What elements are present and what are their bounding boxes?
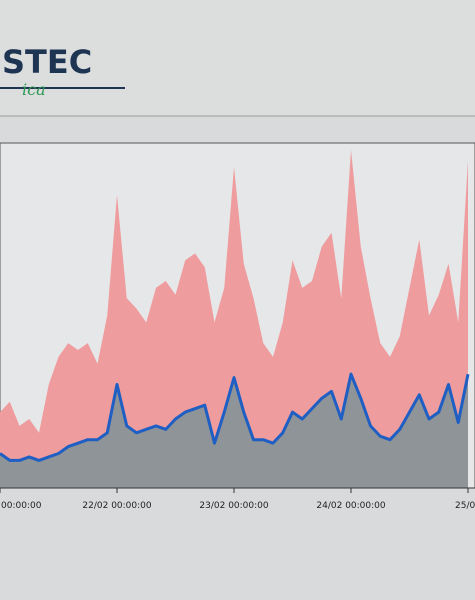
x-tick-label: 25/02 bbox=[455, 501, 475, 511]
logo-tagline: ica bbox=[22, 80, 46, 99]
logo-text: STEC bbox=[2, 43, 92, 81]
x-tick-label: 23/02 00:00:00 bbox=[199, 501, 268, 511]
x-tick-label: 24/02 00:00:00 bbox=[316, 501, 385, 511]
header bbox=[0, 0, 475, 116]
area-line bbox=[0, 372, 470, 462]
x-tick-label: 22/02 00:00:00 bbox=[82, 501, 151, 511]
plot: 00:00:00 22/02 00:00:00 23/02 00:00:00 24/0… bbox=[0, 149, 475, 511]
x-tick-label: 00:00:00 bbox=[1, 501, 42, 511]
area bbox=[0, 374, 468, 488]
